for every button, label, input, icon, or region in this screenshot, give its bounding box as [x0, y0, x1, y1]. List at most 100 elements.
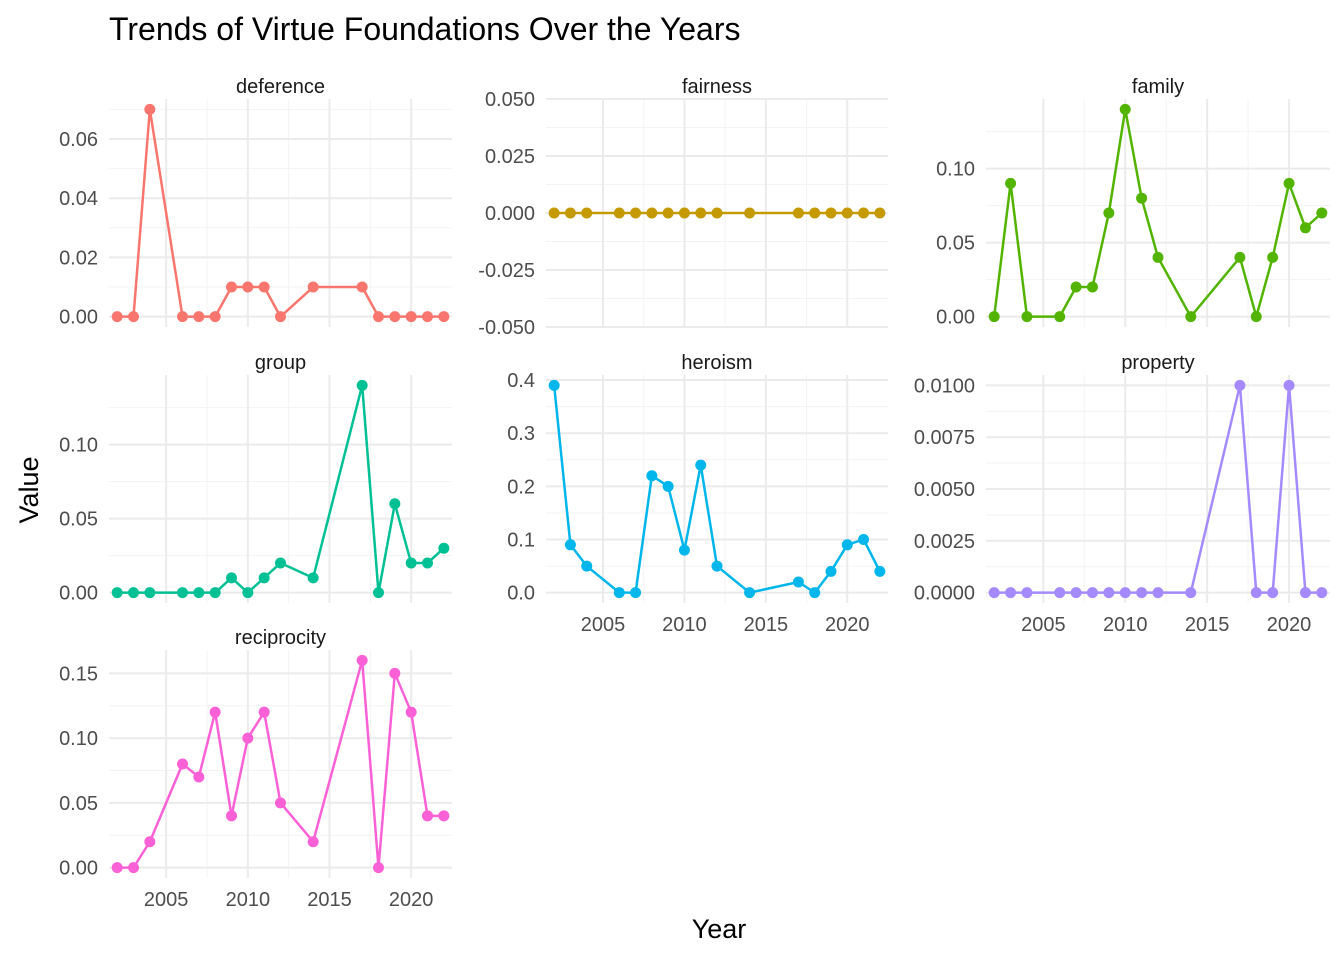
x-tick-label: 2020 — [389, 889, 434, 911]
y-tick-label: 0.05 — [59, 793, 98, 815]
data-point — [646, 470, 658, 482]
data-point — [389, 498, 401, 510]
data-point — [275, 311, 286, 323]
y-tick-label: 0.2 — [507, 476, 535, 498]
data-point — [874, 565, 886, 577]
data-point — [564, 539, 576, 551]
y-tick-label: 0.10 — [59, 728, 98, 750]
data-point — [389, 311, 401, 323]
y-axis-title: Value — [14, 456, 44, 523]
data-point — [258, 572, 270, 584]
data-point — [177, 758, 188, 770]
y-tick-label: 0.06 — [59, 129, 98, 151]
data-point — [1250, 311, 1262, 323]
data-point — [356, 281, 368, 293]
y-tick-label: 0.0100 — [914, 375, 975, 397]
data-point — [744, 587, 756, 599]
data-point — [988, 587, 1000, 599]
data-point — [1021, 311, 1033, 323]
data-point — [646, 207, 658, 219]
x-tick-label: 2015 — [307, 889, 352, 911]
data-point — [1234, 379, 1246, 391]
y-tick-label: -0.050 — [478, 317, 535, 339]
y-tick-label: 0.3 — [507, 423, 535, 445]
data-point — [630, 587, 642, 599]
data-point — [1136, 587, 1148, 599]
y-tick-label: 0.00 — [936, 307, 975, 329]
x-tick-label: 2005 — [144, 889, 189, 911]
chart-title: Trends of Virtue Foundations Over the Ye… — [109, 11, 740, 47]
panel-family: family 0.00 0.05 0.10 — [936, 76, 1330, 329]
data-point — [695, 207, 707, 219]
data-point — [988, 311, 1000, 323]
data-point — [825, 565, 837, 577]
data-point — [1005, 177, 1017, 189]
data-point — [405, 557, 417, 569]
x-tick-label: 2020 — [1267, 614, 1312, 636]
data-point — [825, 207, 837, 219]
panel-reciprocity: reciprocity 0.00 0.05 0.10 0.15 2005 2010 2015 2… — [59, 627, 452, 911]
data-point — [662, 207, 674, 219]
data-point — [874, 207, 886, 219]
x-tick-label: 2015 — [744, 614, 789, 636]
y-tick-label: 0.0025 — [914, 531, 975, 553]
y-tick-label: 0.025 — [485, 146, 535, 168]
data-point — [275, 557, 286, 569]
data-point — [373, 862, 384, 874]
panel-fairness: fairness -0.050 -0.025 0.000 0.025 0.050 — [478, 76, 888, 339]
data-point — [111, 862, 123, 874]
data-point — [356, 654, 368, 666]
data-point — [422, 810, 433, 822]
data-point — [1152, 587, 1164, 599]
data-point — [548, 207, 560, 219]
data-point — [144, 587, 156, 599]
data-point — [809, 207, 821, 219]
data-point — [744, 207, 756, 219]
data-point — [405, 706, 417, 718]
data-point — [209, 587, 221, 599]
facet-label: heroism — [681, 352, 752, 374]
data-point — [613, 207, 625, 219]
y-tick-label: 0.10 — [936, 159, 975, 181]
data-point — [858, 533, 870, 545]
y-tick-label: 0.00 — [59, 307, 98, 329]
data-point — [581, 560, 593, 572]
data-point — [630, 207, 642, 219]
data-point — [438, 810, 450, 822]
data-point — [1119, 587, 1131, 599]
data-point — [1283, 379, 1295, 391]
data-point — [792, 207, 804, 219]
data-point — [389, 667, 401, 679]
y-tick-label: 0.0000 — [914, 583, 975, 605]
y-tick-label: 0.15 — [59, 663, 98, 685]
data-point — [1267, 587, 1279, 599]
panel-property: property 0.0000 0.0025 0.0050 0.0075 0.0100 20… — [914, 352, 1330, 636]
panel-deference: deference 0.00 0.02 0.04 0.06 — [59, 76, 452, 329]
data-point — [177, 311, 188, 323]
y-tick-label: 0.1 — [507, 529, 535, 551]
data-point — [792, 576, 804, 588]
data-point — [858, 207, 870, 219]
data-point — [144, 836, 156, 848]
data-point — [841, 539, 853, 551]
x-tick-label: 2005 — [581, 614, 626, 636]
data-point — [1267, 251, 1279, 263]
data-point — [711, 560, 723, 572]
data-point — [193, 771, 205, 783]
x-tick-label: 2010 — [1103, 614, 1148, 636]
data-point — [1316, 207, 1328, 219]
data-point — [1070, 281, 1082, 293]
data-point — [209, 311, 221, 323]
data-point — [1054, 311, 1066, 323]
data-point — [1185, 311, 1197, 323]
data-point — [1021, 587, 1033, 599]
y-tick-label: 0.4 — [507, 370, 535, 392]
data-point — [111, 311, 123, 323]
data-point — [373, 311, 384, 323]
data-point — [1250, 587, 1262, 599]
data-point — [613, 587, 625, 599]
x-tick-label: 2005 — [1021, 614, 1066, 636]
data-point — [1086, 281, 1098, 293]
